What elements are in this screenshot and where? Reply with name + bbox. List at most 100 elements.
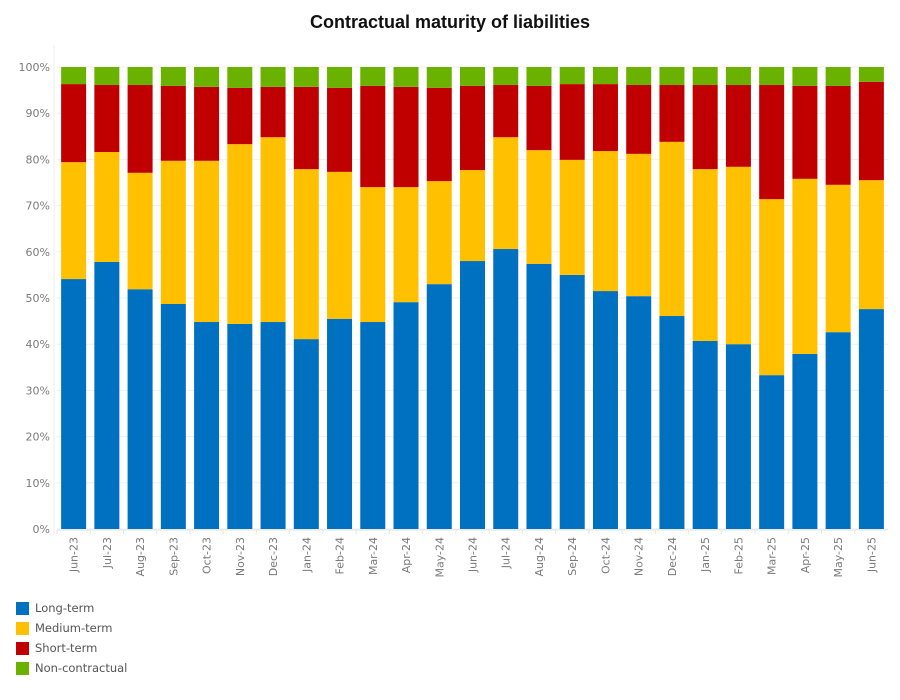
bar-segment-non-contractual[interactable]: [792, 67, 818, 86]
bar-segment-medium-term[interactable]: [61, 162, 87, 280]
bar-segment-short-term[interactable]: [792, 85, 818, 179]
bar-segment-long-term[interactable]: [293, 339, 319, 529]
legend-item-non-contractual[interactable]: Non-contractual: [16, 658, 127, 678]
bar-segment-short-term[interactable]: [725, 85, 751, 167]
bar-segment-long-term[interactable]: [393, 302, 419, 529]
bar-segment-long-term[interactable]: [426, 284, 452, 529]
bar-segment-non-contractual[interactable]: [493, 67, 519, 86]
bar-segment-non-contractual[interactable]: [194, 67, 220, 87]
bar-segment-non-contractual[interactable]: [94, 67, 120, 86]
bar-segment-long-term[interactable]: [725, 344, 751, 529]
bar-segment-non-contractual[interactable]: [426, 67, 452, 88]
bar-segment-non-contractual[interactable]: [559, 67, 585, 85]
bar-segment-non-contractual[interactable]: [659, 67, 685, 86]
bar-segment-medium-term[interactable]: [160, 160, 186, 305]
bar-segment-medium-term[interactable]: [592, 151, 618, 292]
bar-segment-short-term[interactable]: [260, 86, 286, 138]
bar-segment-short-term[interactable]: [393, 86, 419, 188]
bar-segment-long-term[interactable]: [127, 289, 153, 529]
bar-segment-medium-term[interactable]: [194, 160, 220, 323]
bar-segment-short-term[interactable]: [825, 85, 851, 185]
bar-segment-non-contractual[interactable]: [725, 67, 751, 86]
bar-segment-long-term[interactable]: [825, 332, 851, 529]
bar-segment-medium-term[interactable]: [526, 150, 552, 264]
bar-segment-non-contractual[interactable]: [460, 67, 485, 86]
bar-segment-short-term[interactable]: [94, 85, 120, 153]
bar-segment-non-contractual[interactable]: [626, 67, 652, 86]
bar-segment-medium-term[interactable]: [493, 137, 519, 250]
bar-segment-long-term[interactable]: [94, 261, 120, 529]
bar-segment-non-contractual[interactable]: [293, 67, 319, 87]
bar-segment-short-term[interactable]: [227, 87, 253, 145]
bar-segment-non-contractual[interactable]: [759, 67, 785, 86]
bar-segment-medium-term[interactable]: [659, 141, 685, 317]
bar-segment-long-term[interactable]: [160, 304, 186, 529]
bar-segment-non-contractual[interactable]: [526, 67, 552, 86]
bar-segment-long-term[interactable]: [460, 261, 485, 529]
bar-segment-short-term[interactable]: [559, 84, 585, 160]
bar-segment-non-contractual[interactable]: [127, 67, 153, 86]
bar-segment-short-term[interactable]: [526, 85, 552, 151]
bar-segment-long-term[interactable]: [61, 279, 87, 529]
bar-segment-non-contractual[interactable]: [858, 67, 884, 82]
bar-segment-long-term[interactable]: [692, 340, 718, 529]
bar-segment-medium-term[interactable]: [759, 199, 785, 376]
bar-segment-long-term[interactable]: [659, 316, 685, 529]
bar-segment-long-term[interactable]: [260, 322, 286, 529]
bar-segment-long-term[interactable]: [227, 323, 253, 529]
bar-segment-short-term[interactable]: [592, 84, 618, 152]
bar-segment-non-contractual[interactable]: [327, 67, 353, 88]
bar-segment-non-contractual[interactable]: [160, 67, 186, 86]
bar-segment-short-term[interactable]: [160, 85, 186, 161]
bar-segment-medium-term[interactable]: [360, 187, 386, 323]
bar-segment-short-term[interactable]: [460, 85, 485, 171]
bar-segment-medium-term[interactable]: [393, 187, 419, 303]
bar-segment-medium-term[interactable]: [626, 153, 652, 297]
bar-segment-long-term[interactable]: [194, 322, 220, 529]
bar-segment-medium-term[interactable]: [227, 144, 253, 324]
bar-segment-non-contractual[interactable]: [360, 67, 386, 86]
bar-segment-short-term[interactable]: [626, 85, 652, 154]
bar-segment-short-term[interactable]: [426, 87, 452, 182]
bar-segment-medium-term[interactable]: [792, 178, 818, 354]
bar-segment-short-term[interactable]: [61, 84, 87, 163]
bar-segment-short-term[interactable]: [360, 85, 386, 188]
bar-segment-long-term[interactable]: [493, 249, 519, 529]
bar-segment-short-term[interactable]: [293, 86, 319, 170]
bar-segment-long-term[interactable]: [360, 322, 386, 529]
bar-segment-short-term[interactable]: [659, 85, 685, 142]
legend-item-long-term[interactable]: Long-term: [16, 598, 127, 618]
bar-segment-short-term[interactable]: [692, 85, 718, 170]
legend-item-short-term[interactable]: Short-term: [16, 638, 127, 658]
bar-segment-long-term[interactable]: [792, 353, 818, 529]
bar-segment-short-term[interactable]: [493, 85, 519, 138]
bar-segment-non-contractual[interactable]: [592, 67, 618, 85]
bar-segment-non-contractual[interactable]: [692, 67, 718, 86]
bar-segment-medium-term[interactable]: [858, 180, 884, 310]
bar-segment-medium-term[interactable]: [559, 159, 585, 275]
bar-segment-short-term[interactable]: [858, 81, 884, 181]
bar-segment-long-term[interactable]: [759, 375, 785, 529]
bar-segment-short-term[interactable]: [194, 86, 220, 161]
bar-segment-non-contractual[interactable]: [393, 67, 419, 87]
bar-segment-medium-term[interactable]: [460, 170, 485, 262]
bar-segment-medium-term[interactable]: [260, 137, 286, 323]
bar-segment-medium-term[interactable]: [426, 181, 452, 285]
bar-segment-medium-term[interactable]: [94, 152, 120, 262]
bar-segment-long-term[interactable]: [327, 318, 353, 529]
bar-segment-long-term[interactable]: [559, 274, 585, 529]
bar-segment-long-term[interactable]: [592, 291, 618, 529]
bar-segment-long-term[interactable]: [526, 263, 552, 529]
bar-segment-non-contractual[interactable]: [260, 67, 286, 87]
bar-segment-long-term[interactable]: [626, 296, 652, 529]
bar-segment-medium-term[interactable]: [725, 166, 751, 345]
bar-segment-non-contractual[interactable]: [61, 67, 87, 85]
bar-segment-medium-term[interactable]: [692, 169, 718, 341]
bar-segment-medium-term[interactable]: [127, 172, 153, 290]
bar-segment-medium-term[interactable]: [825, 184, 851, 333]
bar-segment-long-term[interactable]: [858, 309, 884, 529]
bar-segment-non-contractual[interactable]: [227, 67, 253, 88]
bar-segment-short-term[interactable]: [127, 85, 153, 173]
legend-item-medium-term[interactable]: Medium-term: [16, 618, 127, 638]
bar-segment-non-contractual[interactable]: [825, 67, 851, 86]
